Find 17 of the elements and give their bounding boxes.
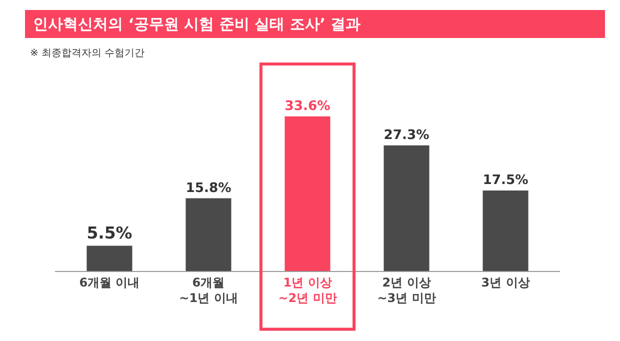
bar (186, 198, 232, 271)
data-label: 33.6% (284, 98, 330, 114)
bar (284, 116, 330, 271)
data-label: 5.5% (86, 223, 132, 242)
x-tick-label: 6개월 이내 (79, 275, 140, 290)
x-tick-label: 2년 이상 ~3년 미만 (377, 275, 436, 305)
chart-title: 인사혁신처의 ‘공무원 시험 준비 실태 조사’ 결과 (25, 10, 605, 38)
data-label: 27.3% (384, 128, 430, 143)
x-tick-label: 6개월 ~1년 이내 (179, 275, 238, 305)
data-label: 17.5% (482, 173, 528, 188)
x-tick-label: 3년 이상 (481, 275, 530, 290)
bar (86, 246, 132, 271)
bar (384, 145, 430, 271)
data-label: 15.8% (186, 180, 232, 196)
bar (482, 190, 528, 271)
chart-subtitle: ※ 최종합격자의 수험기간 (30, 47, 145, 60)
x-tick-label: 1년 이상 ~2년 미만 (278, 275, 337, 305)
